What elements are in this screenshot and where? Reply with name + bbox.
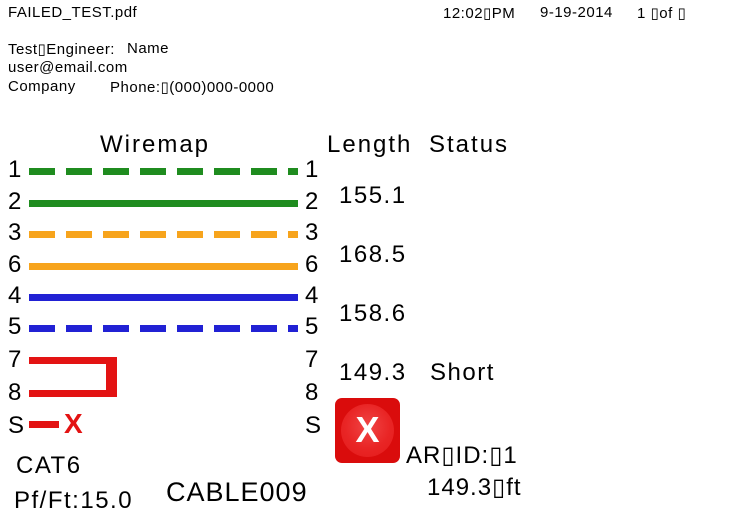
pin-label-left-2: 2 (8, 188, 22, 215)
pin-label-right-1: 1 (305, 156, 319, 183)
status-value-pair78: Short (430, 359, 495, 386)
pin-label-right-6: 6 (305, 251, 319, 278)
fail-x-icon: X (355, 408, 380, 450)
report-date: 9-19-2014 (540, 4, 613, 21)
status-column-header: Status (429, 131, 510, 158)
pin-label-left-4: 4 (8, 282, 22, 309)
phone-text: Phone:▯(000)000-0000 (110, 79, 275, 96)
engineer-name: Name (127, 40, 170, 57)
wire-line-pin4-blue-solid (29, 294, 298, 301)
short-loop-pins-7-8 (29, 357, 117, 397)
length-value-pair45: 158.6 (339, 300, 407, 327)
test-failed-icon: X (335, 398, 400, 463)
pf-per-ft-text: Pf/Ft:15.0 (14, 487, 134, 514)
pin-label-left-6: 6 (8, 251, 22, 278)
pin-label-left-8: 8 (8, 379, 22, 406)
wire-line-pin3-orange-dashed (29, 231, 298, 238)
shield-wire-stub (29, 421, 59, 428)
cable-id-text: CABLE009 (166, 477, 308, 507)
file-name: FAILED_TEST.pdf (8, 4, 138, 21)
length-column-header: Length (327, 131, 413, 158)
pin-label-right-8: 8 (305, 379, 319, 406)
fail-icon-circle: X (341, 404, 394, 457)
pin-label-right-7: 7 (305, 346, 319, 373)
engineer-label: Test▯Engineer: (8, 41, 115, 58)
wiremap-title: Wiremap (100, 131, 211, 158)
pin-label-right-5: 5 (305, 313, 319, 340)
wire-line-pin1-green-dashed (29, 168, 298, 175)
pin-label-left-1: 1 (8, 156, 22, 183)
pin-label-right-3: 3 (305, 219, 319, 246)
pin-label-left-7: 7 (8, 346, 22, 373)
cable-category: CAT6 (16, 452, 82, 479)
company-text: Company (8, 78, 76, 95)
wire-line-pin2-green-solid (29, 200, 298, 207)
pin-label-right-s: S (305, 412, 322, 439)
pin-label-right-2: 2 (305, 188, 319, 215)
length-value-pair36: 168.5 (339, 241, 407, 268)
pin-label-right-4: 4 (305, 282, 319, 309)
length-value-pair78: 149.3 (339, 359, 407, 386)
report-time: 12:02▯PM (443, 5, 516, 22)
email-text: user@email.com (8, 59, 128, 76)
wire-line-pin6-orange-solid (29, 263, 298, 270)
pin-label-left-5: 5 (8, 313, 22, 340)
pin-label-left-3: 3 (8, 219, 22, 246)
ar-id-text: AR▯ID:▯1 (406, 442, 518, 469)
page-indicator: 1 ▯of ▯ (637, 5, 687, 22)
pin-label-left-s: S (8, 412, 25, 439)
shield-fail-x-mark: X (64, 408, 83, 439)
length-value-pair12: 155.1 (339, 182, 407, 209)
total-length-text: 149.3▯ft (427, 474, 522, 501)
wire-line-pin5-blue-dashed (29, 325, 298, 332)
